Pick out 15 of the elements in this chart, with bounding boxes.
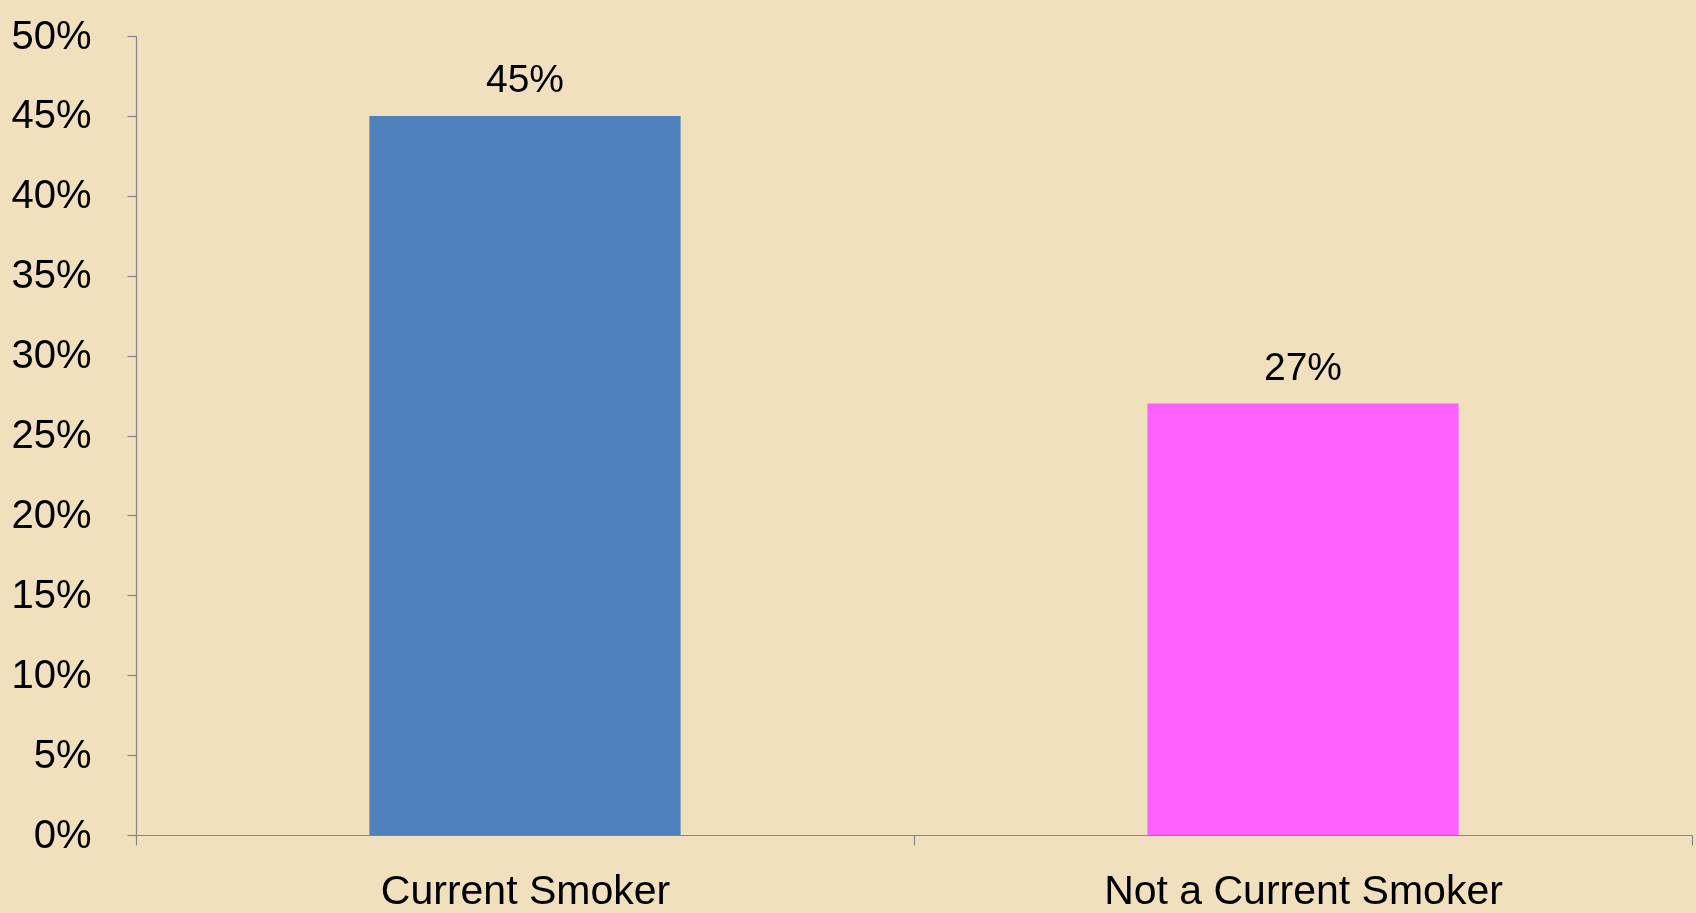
- y-tick-label: 5%: [33, 731, 92, 776]
- y-tick-label: 20%: [11, 491, 92, 536]
- data-label: 27%: [1263, 344, 1343, 388]
- y-tick-label: 50%: [11, 12, 92, 57]
- y-tick-label: 15%: [11, 571, 92, 616]
- y-tick-label: 40%: [11, 172, 92, 217]
- y-tick-label: 0%: [33, 811, 92, 856]
- y-tick-label: 10%: [11, 651, 92, 696]
- x-tick-label: Not a Current Smoker: [1104, 866, 1503, 913]
- y-tick-label: 45%: [11, 92, 92, 137]
- y-tick-label: 30%: [11, 332, 92, 377]
- y-tick-label: 35%: [11, 252, 92, 297]
- data-label: 45%: [485, 56, 565, 100]
- y-tick-label: 25%: [11, 412, 92, 456]
- x-tick-label: Current Smoker: [380, 866, 671, 913]
